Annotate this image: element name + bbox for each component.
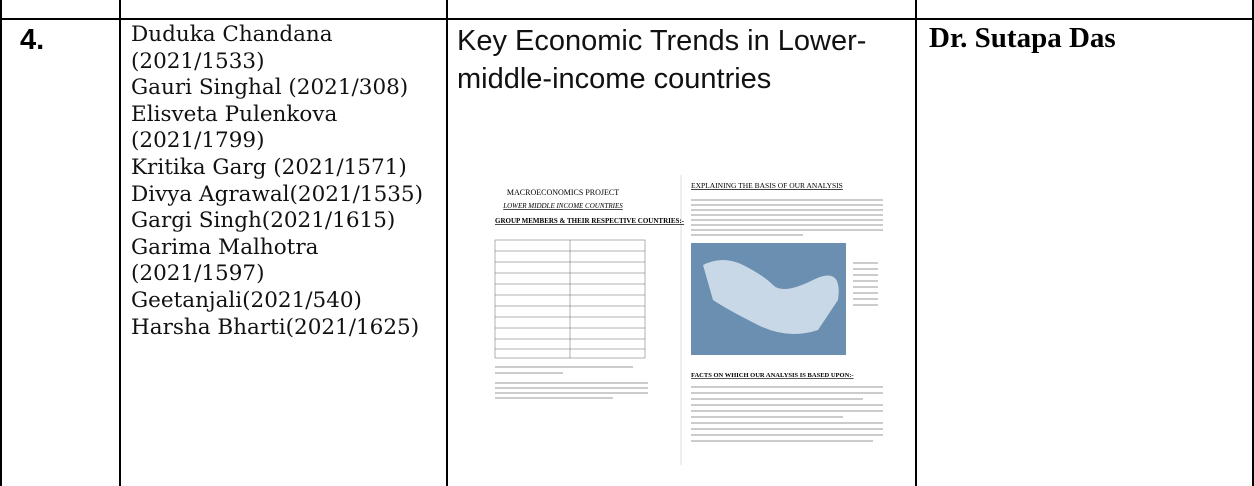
- member: Elisveta Pulenkova (2021/1799): [131, 102, 443, 155]
- thumb-title: MACROECONOMICS PROJECT: [507, 188, 619, 197]
- thumb-heading: EXPLAINING THE BASIS OF OUR ANALYSIS: [691, 181, 843, 190]
- page: 4. Duduka Chandana (2021/1533)Gauri Sing…: [0, 0, 1254, 486]
- member: Garima Malhotra (2021/1597): [131, 235, 443, 288]
- thumbnail: MACROECONOMICS PROJECT LOWER MIDDLE INCO…: [463, 155, 903, 473]
- member: Divya Agrawal(2021/1535): [131, 182, 443, 209]
- topic: Key Economic Trends in Lower-middle-inco…: [457, 22, 907, 98]
- border: [915, 0, 917, 486]
- border: [0, 18, 1254, 20]
- member: Gargi Singh(2021/1615): [131, 208, 443, 235]
- row-number: 4.: [20, 24, 44, 57]
- border: [0, 0, 2, 486]
- thumb-heading: GROUP MEMBERS & THEIR RESPECTIVE COUNTRI…: [495, 217, 685, 225]
- member: Harsha Bharti(2021/1625): [131, 315, 443, 342]
- member: Kritika Garg (2021/1571): [131, 155, 443, 182]
- thumb-subtitle: LOWER MIDDLE INCOME COUNTRIES: [502, 202, 623, 210]
- mentor: Dr. Sutapa Das: [929, 22, 1116, 55]
- member: Geetanjali(2021/540): [131, 288, 443, 315]
- members: Duduka Chandana (2021/1533)Gauri Singhal…: [131, 22, 443, 341]
- member: Duduka Chandana (2021/1533): [131, 22, 443, 75]
- border: [119, 0, 121, 486]
- border: [446, 0, 448, 486]
- thumb-heading: FACTS ON WHICH OUR ANALYSIS IS BASED UPO…: [691, 372, 854, 379]
- member: Gauri Singhal (2021/308): [131, 75, 443, 102]
